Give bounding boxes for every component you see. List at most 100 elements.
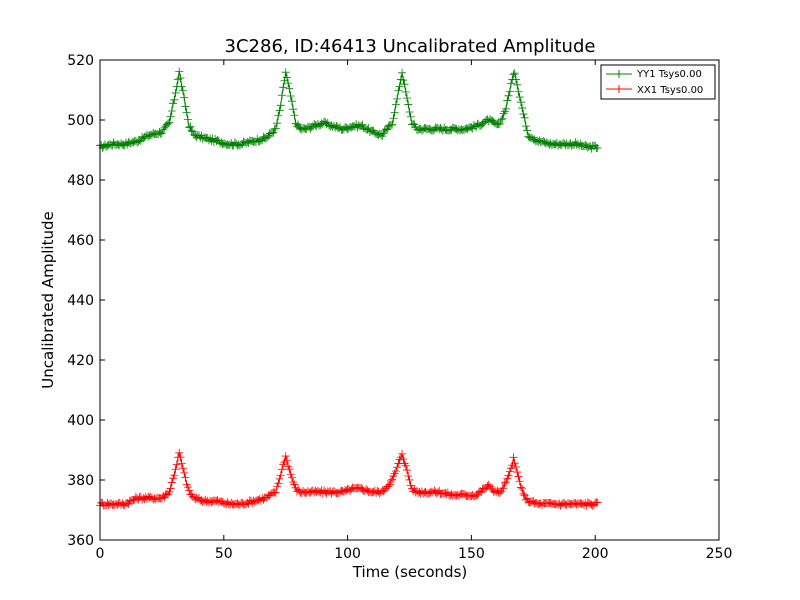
- x-tick-label: 200: [582, 546, 609, 562]
- data-point-marker: [510, 69, 519, 78]
- data-point-marker: [180, 468, 189, 477]
- data-point-marker: [172, 460, 181, 469]
- data-point-marker: [400, 80, 409, 89]
- data-point-marker: [504, 471, 513, 480]
- data-point-marker: [511, 75, 520, 84]
- data-point-marker: [507, 79, 516, 88]
- data-point-marker: [384, 482, 393, 491]
- data-point-marker: [518, 484, 527, 493]
- data-point-marker: [388, 475, 397, 484]
- data-point-marker: [401, 461, 410, 470]
- data-point-marker: [186, 122, 195, 131]
- data-point-marker: [178, 86, 187, 95]
- data-point-marker: [403, 466, 412, 475]
- y-tick-label: 520: [67, 53, 94, 69]
- x-tick-label: 100: [334, 546, 361, 562]
- data-point-marker: [388, 120, 397, 129]
- data-point-marker: [284, 79, 293, 88]
- legend-entry-yy1: YY1 Tsys0.00: [606, 69, 702, 80]
- data-point-marker: [398, 449, 407, 458]
- data-point-marker: [176, 453, 185, 462]
- data-point-marker: [171, 465, 180, 474]
- data-point-marker: [499, 484, 508, 493]
- data-point-marker: [593, 143, 602, 152]
- y-tick-label: 360: [67, 533, 94, 549]
- legend-marker: [615, 70, 623, 78]
- data-point-marker: [391, 467, 400, 476]
- data-point-marker: [394, 86, 403, 95]
- data-point-marker: [497, 115, 506, 124]
- x-tick-label: 50: [215, 546, 233, 562]
- data-point-marker: [391, 100, 400, 109]
- data-point-marker: [403, 94, 412, 103]
- series-xx1: [96, 448, 602, 510]
- data-point-marker: [289, 105, 298, 114]
- y-tick-label: 500: [67, 113, 94, 129]
- data-point-marker: [175, 448, 184, 457]
- data-point-marker: [383, 125, 392, 134]
- y-tick-label: 380: [67, 473, 94, 489]
- y-axis: 360 380 400 420 440 460 480 500 520: [67, 53, 719, 549]
- data-point-marker: [187, 126, 196, 135]
- data-point-marker: [495, 119, 504, 128]
- data-point-marker: [503, 96, 512, 105]
- y-tick-label: 420: [67, 353, 94, 369]
- data-point-marker: [286, 92, 295, 101]
- data-point-marker: [285, 84, 294, 93]
- y-tick-label: 400: [67, 413, 94, 429]
- x-tick-label: 250: [706, 546, 733, 562]
- data-point-marker: [505, 87, 514, 96]
- data-point-marker: [181, 102, 190, 111]
- data-point-marker: [405, 107, 414, 116]
- data-point-marker: [275, 474, 284, 483]
- data-point-marker: [285, 465, 294, 474]
- y-axis-title: Uncalibrated Amplitude: [39, 211, 57, 388]
- data-point-marker: [282, 73, 291, 82]
- data-point-marker: [519, 489, 528, 498]
- data-point-marker: [498, 114, 507, 123]
- data-point-marker: [399, 455, 408, 463]
- data-point-marker: [504, 91, 513, 100]
- data-point-marker: [404, 100, 413, 109]
- data-point-marker: [171, 88, 180, 97]
- y-tick-label: 460: [67, 233, 94, 249]
- data-point-marker: [398, 68, 407, 77]
- data-point-marker: [519, 110, 528, 119]
- data-point-marker: [183, 483, 192, 492]
- data-point-marker: [274, 111, 283, 120]
- data-point-marker: [406, 112, 415, 121]
- data-point-marker: [270, 488, 279, 497]
- data-point-marker: [511, 463, 520, 472]
- data-point-marker: [505, 467, 514, 476]
- data-point-marker: [178, 464, 187, 473]
- data-point-marker: [593, 498, 602, 507]
- data-point-marker: [395, 82, 404, 91]
- data-point-marker: [405, 475, 414, 484]
- data-point-marker: [276, 471, 285, 480]
- data-point-marker: [277, 465, 286, 474]
- data-point-marker: [286, 470, 295, 479]
- x-tick-label: 0: [96, 546, 105, 562]
- data-point-marker: [393, 463, 402, 472]
- plot-background: [100, 60, 719, 540]
- data-point-marker: [515, 477, 524, 486]
- data-point-marker: [175, 67, 184, 76]
- data-point-marker: [279, 83, 288, 92]
- data-point-marker: [494, 120, 503, 129]
- data-point-marker: [390, 108, 399, 117]
- series-yy1: [96, 67, 602, 153]
- data-point-marker: [516, 98, 525, 107]
- data-point-marker: [180, 93, 189, 102]
- data-point-marker: [165, 487, 174, 496]
- data-point-marker: [170, 95, 179, 104]
- legend: YY1 Tsys0.00 XX1 Tsys0.00: [600, 64, 716, 100]
- data-point-marker: [393, 94, 402, 103]
- data-point-marker: [516, 483, 525, 492]
- data-point-marker: [185, 486, 194, 495]
- data-point-marker: [274, 479, 283, 488]
- data-point-marker: [269, 128, 278, 137]
- data-point-marker: [276, 101, 285, 110]
- x-tick-label: 150: [458, 546, 485, 562]
- legend-label-xx1: XX1 Tsys0.00: [637, 85, 703, 96]
